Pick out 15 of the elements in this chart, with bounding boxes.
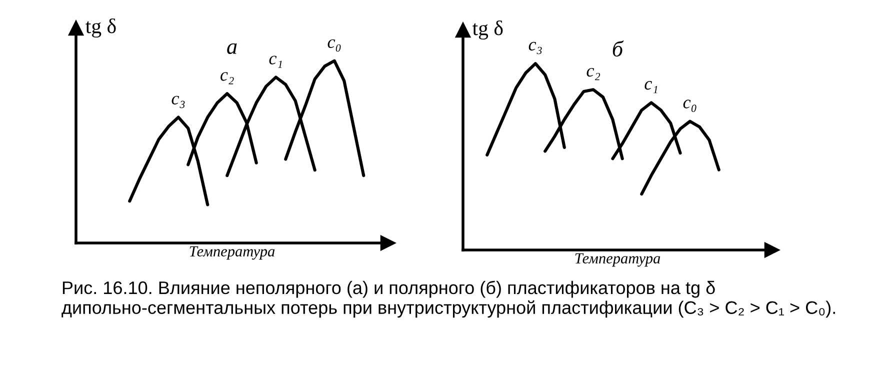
chart-title: а bbox=[227, 43, 237, 54]
series-label: c₂ bbox=[586, 68, 600, 80]
series-label: c₃ bbox=[172, 96, 185, 108]
series-label: c₃ bbox=[528, 42, 542, 54]
series-label: c₀ bbox=[683, 100, 696, 112]
series-label: c₀ bbox=[328, 39, 341, 52]
y-axis-title: tg δ bbox=[86, 18, 116, 38]
text: Рис. 16.10. Влияние неполярного (а) и полярного (б) пластификаторов на tg δ дипольно-сегментальных потерь при внутриструктурной пластификации (C₃ > C₂ > C₁ > C₀). bbox=[62, 280, 835, 318]
x-axis-title: Температура bbox=[190, 246, 275, 260]
x-axis-title: Температура bbox=[575, 253, 660, 267]
chart-title: б bbox=[612, 40, 624, 57]
series-label: c₁ bbox=[644, 81, 658, 94]
series-label: c₁ bbox=[269, 56, 282, 68]
y-axis-title: tg δ bbox=[472, 20, 503, 40]
series-label: c₂ bbox=[220, 72, 234, 84]
